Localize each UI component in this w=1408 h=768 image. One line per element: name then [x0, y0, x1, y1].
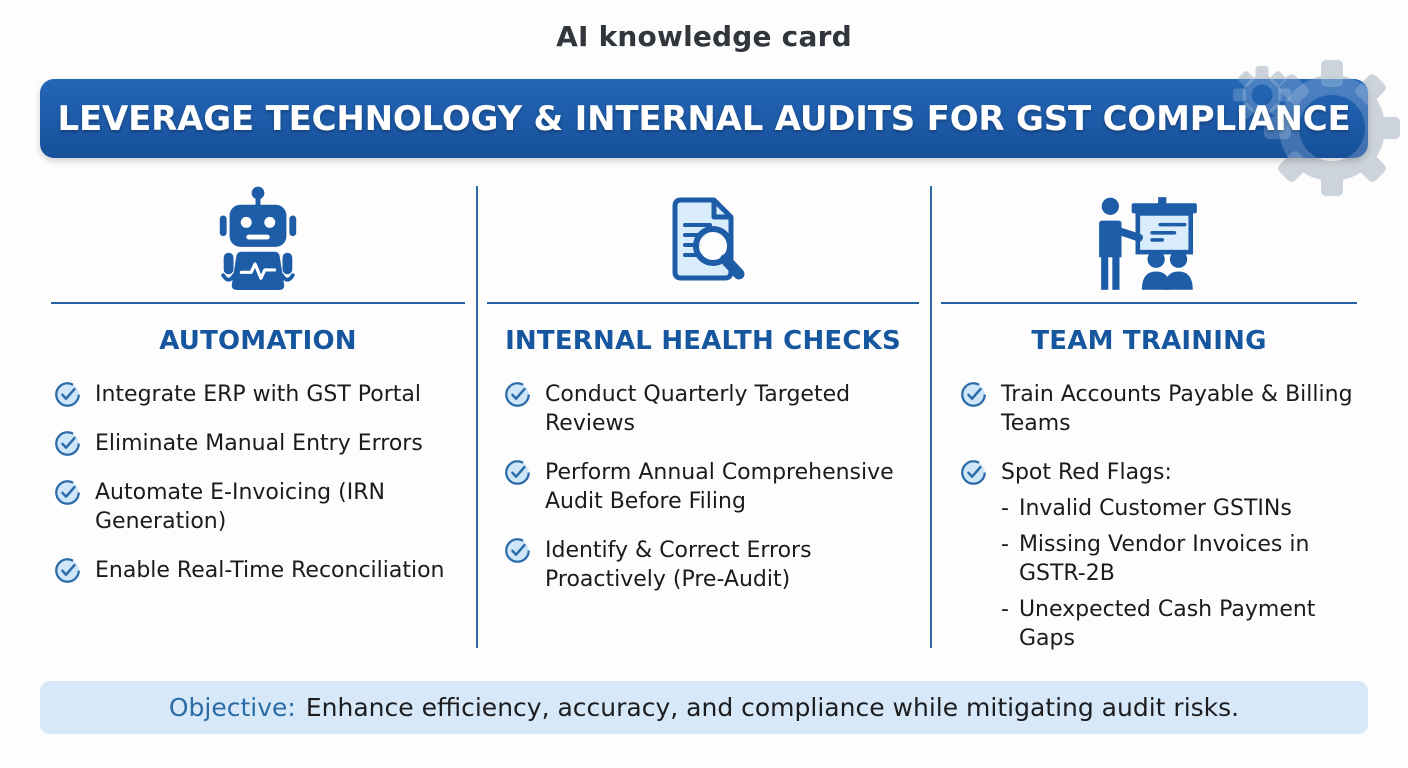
list-item: Conduct Quarterly Targeted Reviews: [504, 380, 920, 438]
column-icon-box: [40, 170, 476, 302]
column-icon-box: [930, 170, 1368, 302]
column-heading: TEAM TRAINING: [1031, 326, 1267, 356]
columns-area: AUTOMATION Integrate ERP with GST Portal…: [40, 170, 1368, 656]
objective-banner: Objective: Enhance efficiency, accuracy,…: [40, 681, 1368, 734]
column-divider: [930, 186, 932, 648]
column-icon-box: [476, 170, 930, 302]
column-team-training: TEAM TRAINING Train Accounts Payable & B…: [930, 170, 1368, 673]
list-item: Enable Real-Time Reconciliation: [54, 556, 470, 585]
check-circle-icon: [961, 382, 986, 407]
column-heading: INTERNAL HEALTH CHECKS: [505, 326, 901, 356]
list-item: Train Accounts Payable & Billing Teams: [960, 380, 1360, 438]
check-circle-icon: [55, 480, 80, 505]
list-item: Identify & Correct Errors Proactively (P…: [504, 536, 920, 594]
sub-list-item: - Invalid Customer GSTINs: [1001, 496, 1292, 521]
check-circle-icon: [505, 460, 530, 485]
column-underline: [487, 302, 919, 304]
objective-text: Enhance efficiency, accuracy, and compli…: [305, 693, 1240, 722]
column-underline: [51, 302, 465, 304]
column-automation: AUTOMATION Integrate ERP with GST Portal…: [40, 170, 476, 673]
trainer-presentation-icon: [1099, 197, 1197, 290]
sub-list-item: - Unexpected Cash Payment Gaps: [1001, 597, 1316, 651]
dash-bullet: -: [1001, 532, 1009, 557]
objective-label: Objective:: [168, 693, 296, 722]
dash-bullet: -: [1001, 597, 1009, 622]
check-circle-icon: [961, 460, 986, 485]
list-item: Integrate ERP with GST Portal: [54, 380, 470, 409]
check-circle-icon: [505, 538, 530, 563]
column-divider: [476, 186, 478, 648]
title-banner: LEVERAGE TECHNOLOGY & INTERNAL AUDITS FO…: [40, 79, 1368, 158]
page-title: AI knowledge card: [556, 20, 852, 53]
list-item: Perform Annual Comprehensive Audit Befor…: [504, 458, 920, 516]
column-underline: [941, 302, 1357, 304]
list-item: Automate E-Invoicing (IRN Generation): [54, 478, 470, 536]
check-circle-icon: [55, 382, 80, 407]
check-circle-icon: [55, 558, 80, 583]
column-heading: AUTOMATION: [159, 326, 357, 356]
column-internal-health-checks: INTERNAL HEALTH CHECKS Conduct Quarterly…: [476, 170, 930, 673]
robot-icon: [219, 186, 297, 290]
document-magnifier-icon: [672, 197, 745, 281]
banner-title: LEVERAGE TECHNOLOGY & INTERNAL AUDITS FO…: [57, 98, 1351, 139]
sub-list-item: - Missing Vendor Invoices in GSTR-2B: [1001, 532, 1310, 586]
check-circle-icon: [505, 382, 530, 407]
list-item: Eliminate Manual Entry Errors: [54, 429, 470, 458]
bullet-list: Train Accounts Payable & Billing Teams S…: [930, 380, 1368, 653]
bullet-list: Conduct Quarterly Targeted Reviews Perfo…: [476, 380, 930, 594]
bullet-list: Integrate ERP with GST Portal Eliminate …: [40, 380, 476, 585]
list-item-label: Spot Red Flags:: [1001, 460, 1172, 485]
dash-bullet: -: [1001, 496, 1009, 521]
check-circle-icon: [55, 431, 80, 456]
list-item: Spot Red Flags: - Invalid Customer GSTIN…: [960, 458, 1360, 653]
